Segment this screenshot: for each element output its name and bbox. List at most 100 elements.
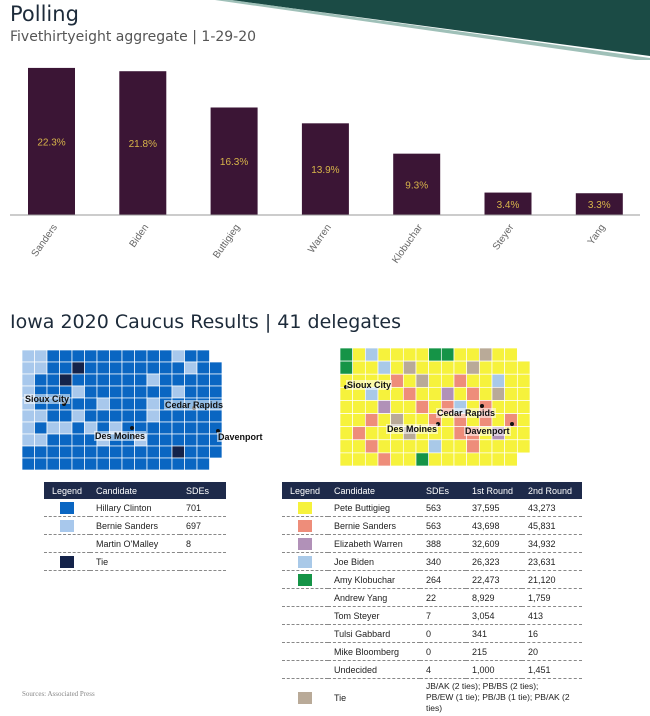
county-cell: [197, 434, 210, 446]
second-round-cell: 16: [522, 625, 582, 643]
iowa-map-2016: [22, 350, 222, 470]
county-cell: [505, 348, 518, 361]
county-cell: [122, 362, 135, 374]
county-cell: [467, 440, 480, 453]
column-header-sdes: SDEs: [180, 482, 226, 499]
candidate-cell: Joe Biden: [328, 553, 420, 571]
county-cell: [365, 453, 378, 466]
county-cell: [85, 374, 98, 386]
county-cell: [160, 422, 173, 434]
county-cell: [517, 387, 530, 400]
legend-cell: [282, 607, 328, 625]
county-cell: [35, 434, 48, 446]
first-round-cell: 32,609: [466, 535, 522, 553]
county-cell: [97, 410, 110, 422]
county-cell: [97, 458, 110, 470]
legend-cell: [282, 643, 328, 661]
sdes-cell: 388: [420, 535, 466, 553]
county-cell: [172, 422, 185, 434]
tie-note-line: PB/EW (1 tie); PB/JB (1 tie); PB/AK (2 t…: [426, 692, 576, 714]
county-cell: [35, 362, 48, 374]
county-cell: [517, 374, 530, 387]
county-cell: [441, 387, 454, 400]
county-cell: [365, 440, 378, 453]
county-cell: [441, 440, 454, 453]
column-header-candidate: Candidate: [328, 482, 420, 499]
county-cell: [147, 374, 160, 386]
county-cell: [172, 458, 185, 470]
county-cell: [492, 374, 505, 387]
legend-cell: [282, 517, 328, 535]
category-label-yang: Yang: [586, 222, 608, 247]
county-cell: [391, 453, 404, 466]
county-cell: [492, 361, 505, 374]
sdes-cell: 7: [420, 607, 466, 625]
sdes-cell: 22: [420, 589, 466, 607]
second-round-cell: 1,451: [522, 661, 582, 679]
county-cell: [172, 410, 185, 422]
second-round-cell: 45,831: [522, 517, 582, 535]
legend-cell: [44, 499, 90, 517]
county-cell: [505, 374, 518, 387]
county-cell: [72, 410, 85, 422]
county-cell: [505, 453, 518, 466]
bar-value-label: 9.3%: [405, 180, 428, 191]
county-cell: [97, 446, 110, 458]
county-cell: [391, 361, 404, 374]
county-cell: [160, 374, 173, 386]
county-cell: [210, 362, 223, 374]
county-cell: [441, 427, 454, 440]
candidate-cell: Pete Buttigieg: [328, 499, 420, 517]
first-round-cell: 26,323: [466, 553, 522, 571]
table-header-row: Legend Candidate SDEs 1st Round 2nd Roun…: [282, 482, 582, 499]
county-cell: [365, 361, 378, 374]
county-cell: [467, 387, 480, 400]
sdes-cell: 4: [420, 661, 466, 679]
county-cell: [479, 453, 492, 466]
county-cell: [72, 422, 85, 434]
candidate-cell: Andrew Yang: [328, 589, 420, 607]
county-cell: [85, 446, 98, 458]
county-cell: [365, 427, 378, 440]
second-round-cell: 1,759: [522, 589, 582, 607]
county-cell: [60, 410, 73, 422]
county-cell: [197, 410, 210, 422]
county-cell: [122, 350, 135, 362]
county-cell: [517, 414, 530, 427]
candidate-cell: Martin O'Malley: [90, 535, 180, 553]
county-cell: [110, 386, 123, 398]
column-header-legend: Legend: [44, 482, 90, 499]
county-cell: [185, 446, 198, 458]
county-cell: [135, 362, 148, 374]
county-cell: [147, 422, 160, 434]
county-cell: [60, 446, 73, 458]
tie-note-line: JB/AK (2 ties); PB/BS (2 ties);: [426, 681, 576, 692]
sdes-cell: 264: [420, 571, 466, 589]
county-cell: [35, 422, 48, 434]
county-cell: [210, 386, 223, 398]
county-cell: [97, 374, 110, 386]
county-cell: [72, 434, 85, 446]
column-header-candidate: Candidate: [90, 482, 180, 499]
candidate-cell: Elizabeth Warren: [328, 535, 420, 553]
county-cell: [22, 350, 35, 362]
county-cell: [97, 398, 110, 410]
legend-cell: [282, 679, 328, 716]
sdes-cell: 8: [180, 535, 226, 553]
county-cell: [185, 386, 198, 398]
county-cell: [391, 348, 404, 361]
category-label-sanders: Sanders: [30, 222, 60, 259]
county-cell: [403, 453, 416, 466]
county-cell: [110, 410, 123, 422]
candidate-cell: Tulsi Gabbard: [328, 625, 420, 643]
county-cell: [172, 446, 185, 458]
legend-cell: [44, 535, 90, 553]
county-cell: [60, 458, 73, 470]
county-cell: [135, 458, 148, 470]
legend-cell: [282, 499, 328, 517]
county-cell: [454, 440, 467, 453]
county-cell: [72, 386, 85, 398]
county-cell: [403, 440, 416, 453]
